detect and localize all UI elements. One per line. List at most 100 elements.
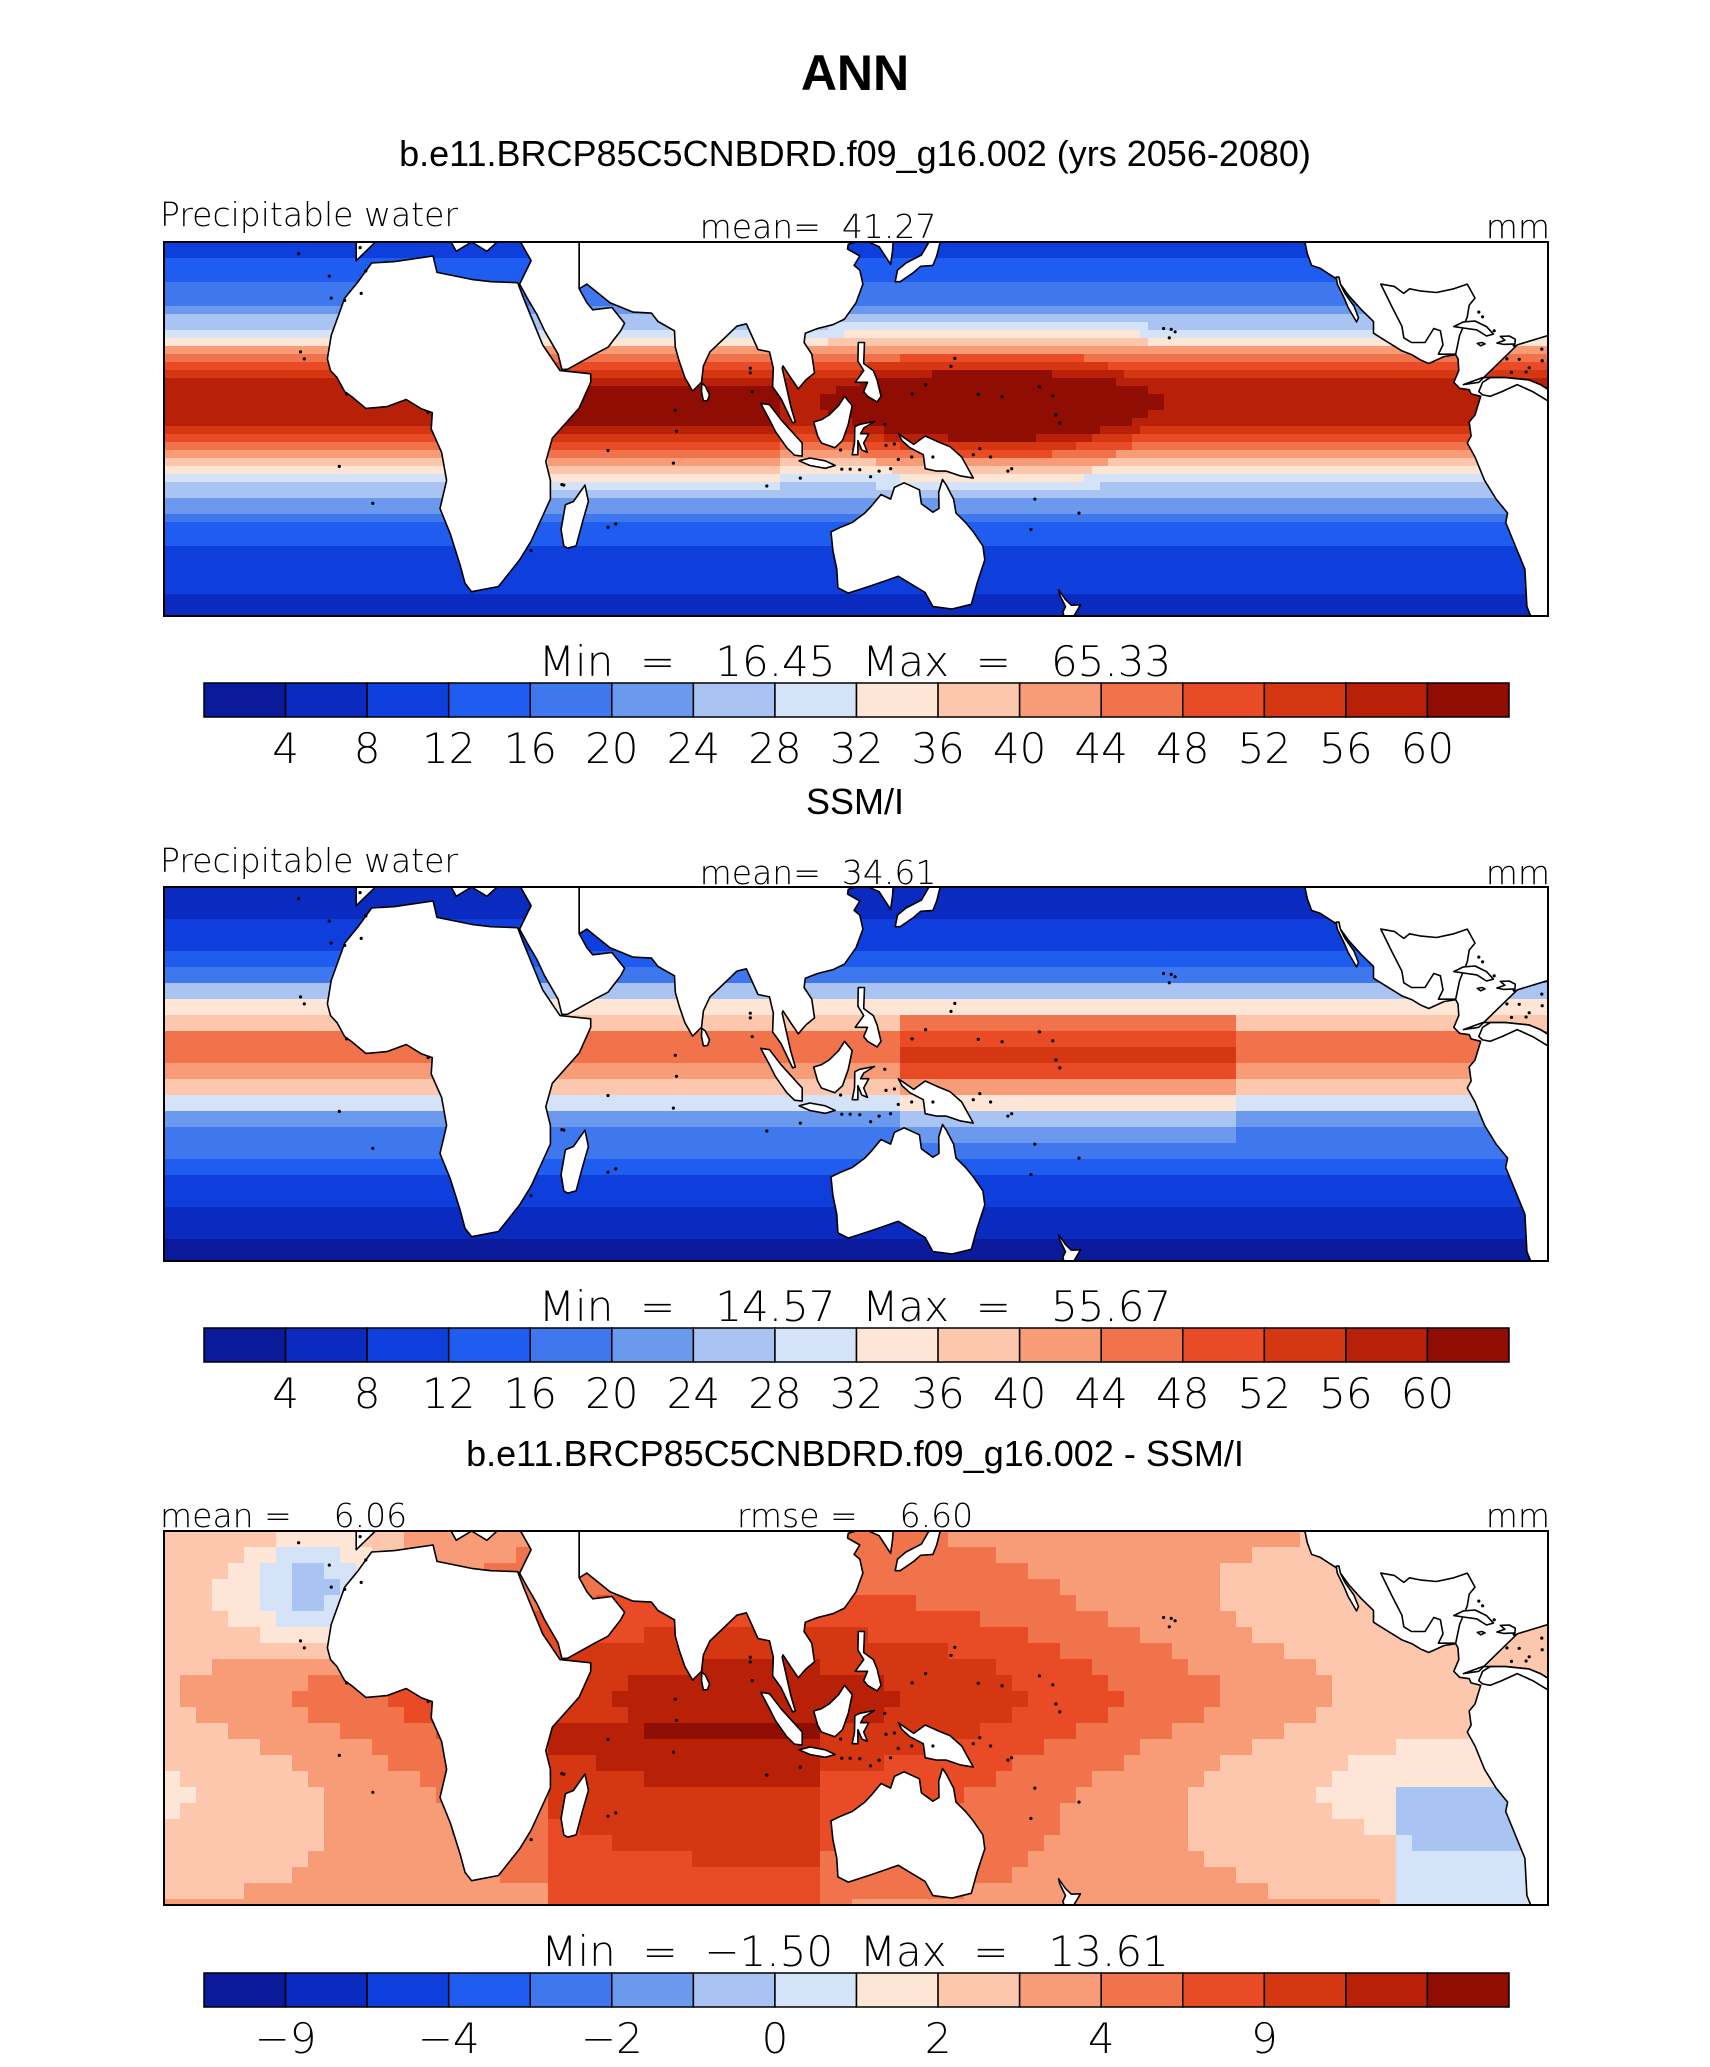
island-dot bbox=[606, 1814, 610, 1818]
island-dot bbox=[924, 383, 928, 387]
island-dot bbox=[1054, 1702, 1058, 1706]
island-dot bbox=[297, 1541, 301, 1545]
island-dot bbox=[889, 1112, 893, 1116]
colorbar-swatch bbox=[855, 1972, 939, 2008]
landmass-sumatra bbox=[759, 1691, 803, 1746]
landmass-sumatra bbox=[759, 1047, 803, 1102]
island-dot bbox=[839, 1093, 843, 1097]
colorbar-tick-label: 60 bbox=[1401, 1369, 1454, 1418]
island-dot bbox=[798, 476, 802, 480]
colorbar-tick-label: 4 bbox=[272, 1369, 299, 1418]
island-dot bbox=[560, 1128, 564, 1132]
colorbar-tick-label: 36 bbox=[911, 724, 964, 773]
island-dot bbox=[765, 484, 769, 488]
island-dot bbox=[1492, 974, 1496, 978]
island-dot bbox=[606, 1093, 610, 1098]
island-dot bbox=[1505, 1002, 1509, 1006]
landmass-java bbox=[798, 1746, 836, 1759]
panel-2-colorbar: 4 8 12 16 20 24 28 32 36 40 44 48 52 56 60 bbox=[203, 1327, 1510, 1418]
island-dot bbox=[1058, 1710, 1062, 1714]
land-mask bbox=[326, 242, 1548, 616]
panel-2: SSM/I Precipitable water mean= 34.61 mm … bbox=[160, 781, 1550, 1418]
island-dot bbox=[329, 941, 333, 945]
land-mask bbox=[326, 887, 1548, 1261]
panel-2-min-max: Min = 14.57 Max = 55.67 bbox=[539, 1282, 1171, 1331]
island-dot bbox=[978, 447, 982, 451]
island-dot bbox=[978, 1092, 982, 1096]
island-dot bbox=[877, 469, 881, 473]
landmass-madagascar bbox=[560, 1129, 590, 1194]
island-dot bbox=[1077, 511, 1081, 515]
island-dot bbox=[1006, 1114, 1010, 1118]
island-dot bbox=[1540, 1648, 1544, 1652]
island-dot bbox=[889, 1756, 893, 1760]
island-dot bbox=[327, 919, 331, 923]
panel-3-rmse-label: rmse = 6.60 bbox=[737, 1496, 973, 1535]
island-dot bbox=[606, 525, 610, 529]
islands bbox=[297, 891, 1544, 1198]
landmass-sulawesi bbox=[851, 1065, 876, 1101]
colorbar-swatch bbox=[284, 1327, 368, 1363]
landmass-baja bbox=[1335, 921, 1360, 968]
island-dot bbox=[848, 1112, 852, 1116]
island-dot bbox=[883, 1067, 887, 1071]
landmass-newzealand bbox=[1057, 1234, 1082, 1261]
landmass-java bbox=[798, 1102, 836, 1115]
island-dot bbox=[327, 1563, 331, 1567]
island-dot bbox=[343, 298, 347, 302]
island-dot bbox=[1167, 336, 1171, 340]
island-dot bbox=[606, 448, 610, 453]
colorbar-swatch bbox=[692, 1972, 776, 2008]
island-dot bbox=[953, 1001, 957, 1005]
island-dot bbox=[1010, 1756, 1014, 1760]
island-dot bbox=[869, 475, 873, 479]
island-dot bbox=[924, 1672, 928, 1676]
landmass-arabia bbox=[518, 242, 626, 371]
island-dot bbox=[839, 448, 843, 452]
landmass-cuba bbox=[1453, 1609, 1495, 1626]
island-dot bbox=[892, 1087, 897, 1091]
island-dot bbox=[989, 1744, 993, 1748]
island-dot bbox=[1517, 357, 1521, 361]
island-dot bbox=[989, 455, 993, 459]
colorbar-swatch bbox=[1345, 1327, 1429, 1363]
colorbar-swatch bbox=[855, 1327, 939, 1363]
island-dot bbox=[337, 464, 341, 468]
island-dot bbox=[858, 1113, 862, 1117]
colorbar-swatch bbox=[1182, 1972, 1266, 2008]
island-dot bbox=[302, 1646, 306, 1650]
landmass-cuba bbox=[1453, 320, 1495, 337]
colorbar-tick-label: 4 bbox=[272, 724, 299, 773]
island-dot bbox=[327, 274, 331, 278]
island-dot bbox=[1167, 981, 1171, 985]
island-dot bbox=[674, 429, 679, 433]
landmass-newzealand bbox=[1057, 589, 1082, 616]
island-dot bbox=[1540, 992, 1544, 996]
landmass-arabia bbox=[518, 887, 626, 1016]
island-dot bbox=[1481, 960, 1485, 964]
island-dot bbox=[343, 943, 347, 947]
colorbar-tick-label: 8 bbox=[354, 724, 381, 773]
island-dot bbox=[614, 1811, 618, 1815]
panel-1-min-max: Min = 16.45 Max = 65.33 bbox=[539, 637, 1171, 686]
colorbar-swatch bbox=[1345, 1972, 1429, 2008]
island-dot bbox=[371, 1790, 375, 1794]
island-dot bbox=[298, 995, 303, 999]
colorbar-tick-label: 0 bbox=[762, 2014, 789, 2063]
colorbar-tick-label: 20 bbox=[585, 1369, 638, 1418]
island-dot bbox=[1540, 347, 1544, 351]
landmass-srilanka bbox=[700, 1671, 711, 1691]
panel-1: b.e11.BRCP85C5CNBDRD.f09_g16.002 (yrs 20… bbox=[160, 133, 1550, 773]
island-dot bbox=[302, 357, 306, 361]
colorbar-swatch bbox=[611, 682, 695, 718]
island-dot bbox=[884, 443, 888, 447]
island-dot bbox=[971, 1098, 975, 1102]
island-dot bbox=[1524, 370, 1528, 374]
island-dot bbox=[359, 1580, 363, 1584]
island-dot bbox=[840, 1756, 844, 1760]
island-dot bbox=[748, 1655, 752, 1659]
island-dot bbox=[345, 1681, 349, 1685]
island-dot bbox=[910, 1100, 914, 1104]
island-dot bbox=[748, 1660, 752, 1664]
